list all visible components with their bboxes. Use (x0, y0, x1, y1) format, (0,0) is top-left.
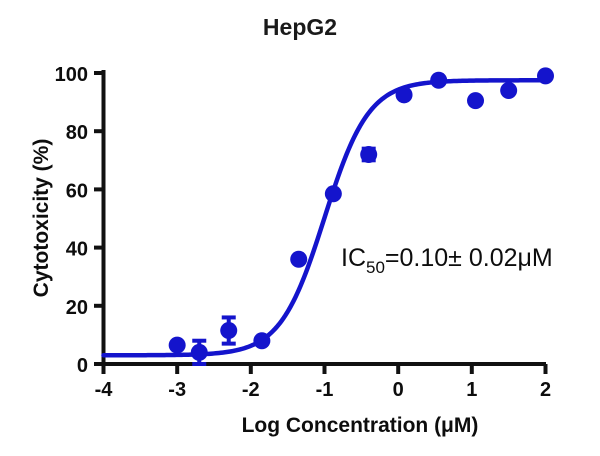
data-point (395, 86, 413, 104)
x-tick-label-neg2: -2 (242, 379, 260, 401)
y-tick-label-40: 40 (66, 239, 88, 261)
data-point (190, 343, 208, 361)
x-tick-label-neg3: -3 (168, 379, 186, 401)
y-axis-ticks (94, 71, 104, 366)
data-points (168, 67, 554, 361)
x-axis-label: Log Concentration (μM) (242, 414, 479, 437)
x-tick-label-0: 0 (393, 379, 404, 401)
x-tick-label-neg1: -1 (316, 379, 334, 401)
ic50-prefix: IC (341, 244, 366, 272)
x-tick-labels: -4 -3 -2 -1 0 1 2 (95, 379, 551, 401)
y-tick-label-100: 100 (55, 64, 88, 86)
data-point (290, 250, 308, 268)
y-tick-label-80: 80 (66, 122, 88, 144)
fit-curve (101, 78, 548, 358)
y-tick-label-0: 0 (77, 355, 88, 377)
data-point (430, 71, 448, 89)
data-point (467, 92, 485, 110)
data-point (168, 336, 186, 354)
data-point (360, 145, 378, 163)
x-tick-label-neg4: -4 (95, 379, 114, 401)
ic50-subscript: 50 (366, 258, 385, 277)
y-tick-labels: 0 20 40 60 80 100 (55, 64, 88, 377)
x-tick-label-2: 2 (540, 379, 551, 401)
ic50-suffix: =0.10± 0.02μM (385, 244, 553, 272)
data-point (220, 322, 238, 340)
data-point (253, 332, 271, 350)
x-axis-ticks (101, 364, 548, 374)
y-tick-label-60: 60 (66, 180, 88, 202)
y-tick-label-20: 20 (66, 297, 88, 319)
ic50-annotation: IC50=0.10± 0.02μM (341, 244, 553, 277)
x-tick-label-1: 1 (466, 379, 477, 401)
data-point (537, 67, 554, 85)
data-point (500, 81, 518, 99)
data-point (324, 185, 342, 203)
page-title: HepG2 (262, 14, 338, 40)
y-axis-label: Cytotoxicity (%) (30, 139, 53, 298)
